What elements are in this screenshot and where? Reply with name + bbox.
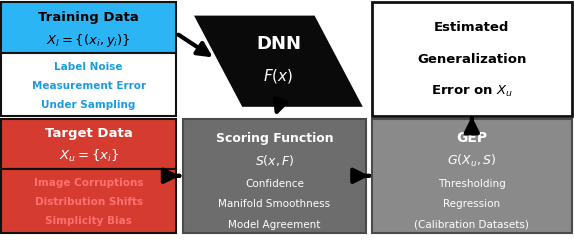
Text: Scoring Function: Scoring Function: [216, 132, 333, 145]
Text: Under Sampling: Under Sampling: [41, 100, 136, 110]
Text: $F(x)$: $F(x)$: [263, 67, 293, 85]
Bar: [1, 2, 176, 53]
Text: Measurement Error: Measurement Error: [32, 81, 146, 91]
Text: Image Corruptions: Image Corruptions: [34, 178, 144, 188]
Text: Label Noise: Label Noise: [55, 62, 123, 72]
Bar: [1, 53, 176, 116]
Text: Training Data: Training Data: [38, 11, 139, 24]
Text: $G(X_u, S)$: $G(X_u, S)$: [447, 153, 497, 169]
Bar: [1, 169, 176, 233]
FancyArrowPatch shape: [275, 98, 286, 112]
Text: Error on $X_u$: Error on $X_u$: [431, 84, 513, 99]
Text: Estimated: Estimated: [434, 21, 510, 34]
Bar: [372, 119, 572, 233]
Text: Model Agreement: Model Agreement: [228, 220, 320, 230]
Text: Simplicity Bias: Simplicity Bias: [45, 216, 132, 226]
Text: $X_l = \{(x_i, y_i)\}$: $X_l = \{(x_i, y_i)\}$: [46, 31, 131, 48]
Text: $S(x, F)$: $S(x, F)$: [254, 154, 294, 168]
Text: Manifold Smoothness: Manifold Smoothness: [218, 199, 331, 209]
FancyArrowPatch shape: [466, 119, 478, 133]
Text: Generalization: Generalization: [417, 53, 526, 66]
Polygon shape: [194, 16, 363, 107]
Text: DNN: DNN: [256, 35, 301, 53]
FancyArrowPatch shape: [179, 35, 209, 55]
Bar: [183, 119, 366, 233]
Text: (Calibration Datasets): (Calibration Datasets): [414, 220, 529, 230]
Bar: [1, 119, 176, 169]
Text: Distribution Shifts: Distribution Shifts: [34, 197, 143, 207]
Bar: [372, 2, 572, 116]
Text: Confidence: Confidence: [245, 179, 304, 189]
Text: Regression: Regression: [443, 199, 501, 209]
FancyArrowPatch shape: [163, 170, 179, 182]
FancyArrowPatch shape: [352, 170, 369, 182]
Text: $X_u = \{x_i\}$: $X_u = \{x_i\}$: [59, 148, 119, 164]
Text: GEP: GEP: [456, 131, 487, 145]
Text: Thresholding: Thresholding: [438, 179, 506, 189]
Text: Target Data: Target Data: [45, 127, 133, 140]
